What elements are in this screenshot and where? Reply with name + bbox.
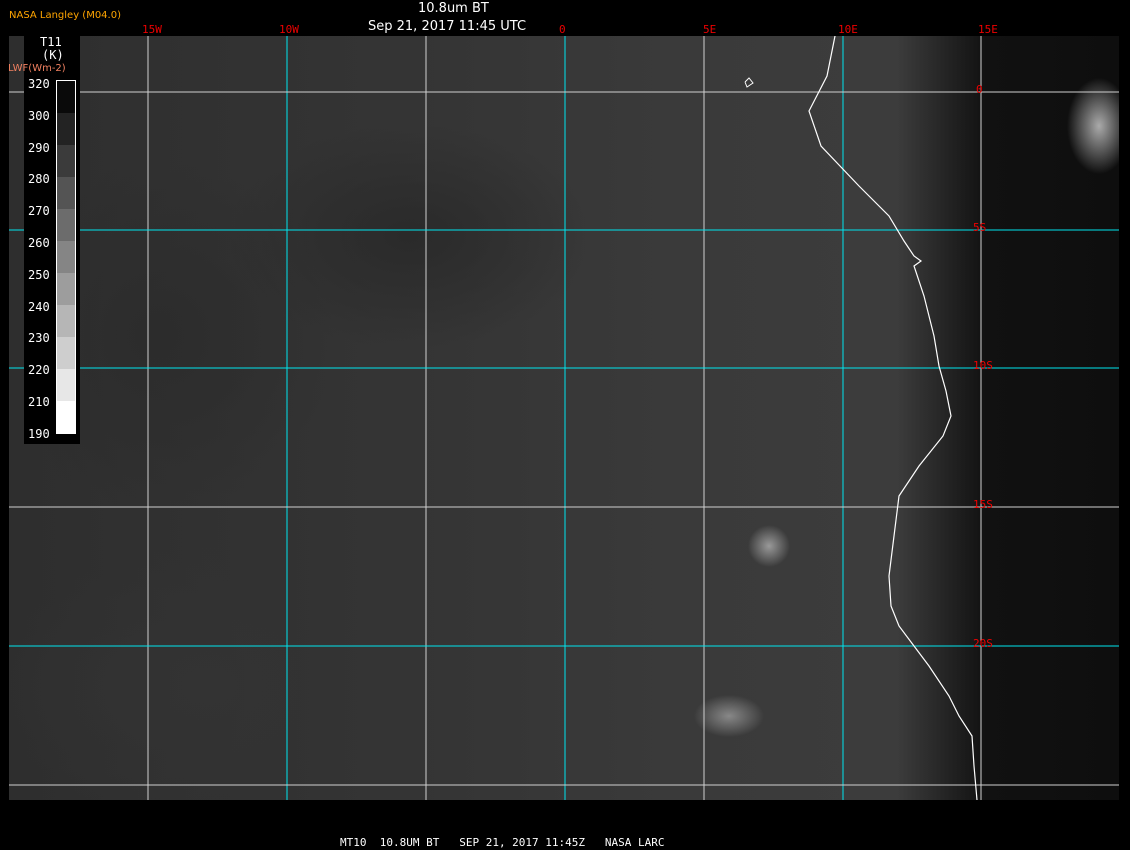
colorbar-tick: 320 xyxy=(28,77,50,91)
colorbar-tick: 270 xyxy=(28,204,50,219)
latitude-label: 10S xyxy=(973,359,993,372)
colorbar-unit: (K) xyxy=(42,48,64,62)
colorbar-tick: 220 xyxy=(28,363,50,378)
image-title: 10.8um BT xyxy=(418,1,489,16)
colorbar-tick: 190 xyxy=(28,426,50,441)
colorbar-tick: 290 xyxy=(28,140,50,155)
colorbar-swatch xyxy=(57,177,75,209)
colorbar-swatch xyxy=(57,209,75,241)
colorbar-tick: 240 xyxy=(28,299,50,314)
longitude-label: 10W xyxy=(279,23,299,36)
colorbar-tick: 250 xyxy=(28,267,50,282)
colorbar-legend: T11 (K) LWF(Wm-2) 320 300 290 280 270 260 250 2… xyxy=(8,35,80,444)
colorbar-swatch xyxy=(57,81,75,113)
latitude-label: 0 xyxy=(976,83,983,96)
colorbar-swatch xyxy=(57,305,75,337)
colorbar-tick: 230 xyxy=(28,331,50,346)
latitude-label: 5S xyxy=(973,221,987,234)
colorbar-swatch xyxy=(57,273,75,305)
longitude-label: 10E xyxy=(838,23,858,36)
colorbar-swatch xyxy=(57,337,75,369)
colorbar-swatch xyxy=(57,145,75,177)
longitude-label: 15E xyxy=(978,23,998,36)
colorbar-tick: 280 xyxy=(28,172,50,187)
island-outline xyxy=(744,77,754,88)
agency-label: NASA Langley (M04.0) xyxy=(9,10,121,21)
footer-caption: MT10 10.8UM BT SEP 21, 2017 11:45Z NASA … xyxy=(340,836,665,849)
colorbar xyxy=(56,80,76,434)
colorbar-overlay-label: LWF(Wm-2) xyxy=(8,63,66,74)
coastline xyxy=(808,36,978,800)
longitude-label: 0 xyxy=(559,23,566,36)
colorbar-swatch xyxy=(57,241,75,273)
image-timestamp: Sep 21, 2017 11:45 UTC xyxy=(368,19,527,34)
longitude-label: 5E xyxy=(703,23,717,36)
latitude-label: 15S xyxy=(973,498,993,511)
satellite-map[interactable] xyxy=(9,36,1119,800)
colorbar-tick: 300 xyxy=(28,108,50,123)
colorbar-swatch xyxy=(57,401,75,433)
longitude-label: 15W xyxy=(142,23,162,36)
colorbar-swatch xyxy=(57,369,75,401)
colorbar-tick: 210 xyxy=(28,395,50,409)
colorbar-tick: 260 xyxy=(28,236,50,250)
latitude-label: 20S xyxy=(973,637,993,650)
colorbar-swatch xyxy=(57,113,75,145)
colorbar-title: T11 xyxy=(40,35,62,49)
map-overlay xyxy=(9,36,1119,800)
